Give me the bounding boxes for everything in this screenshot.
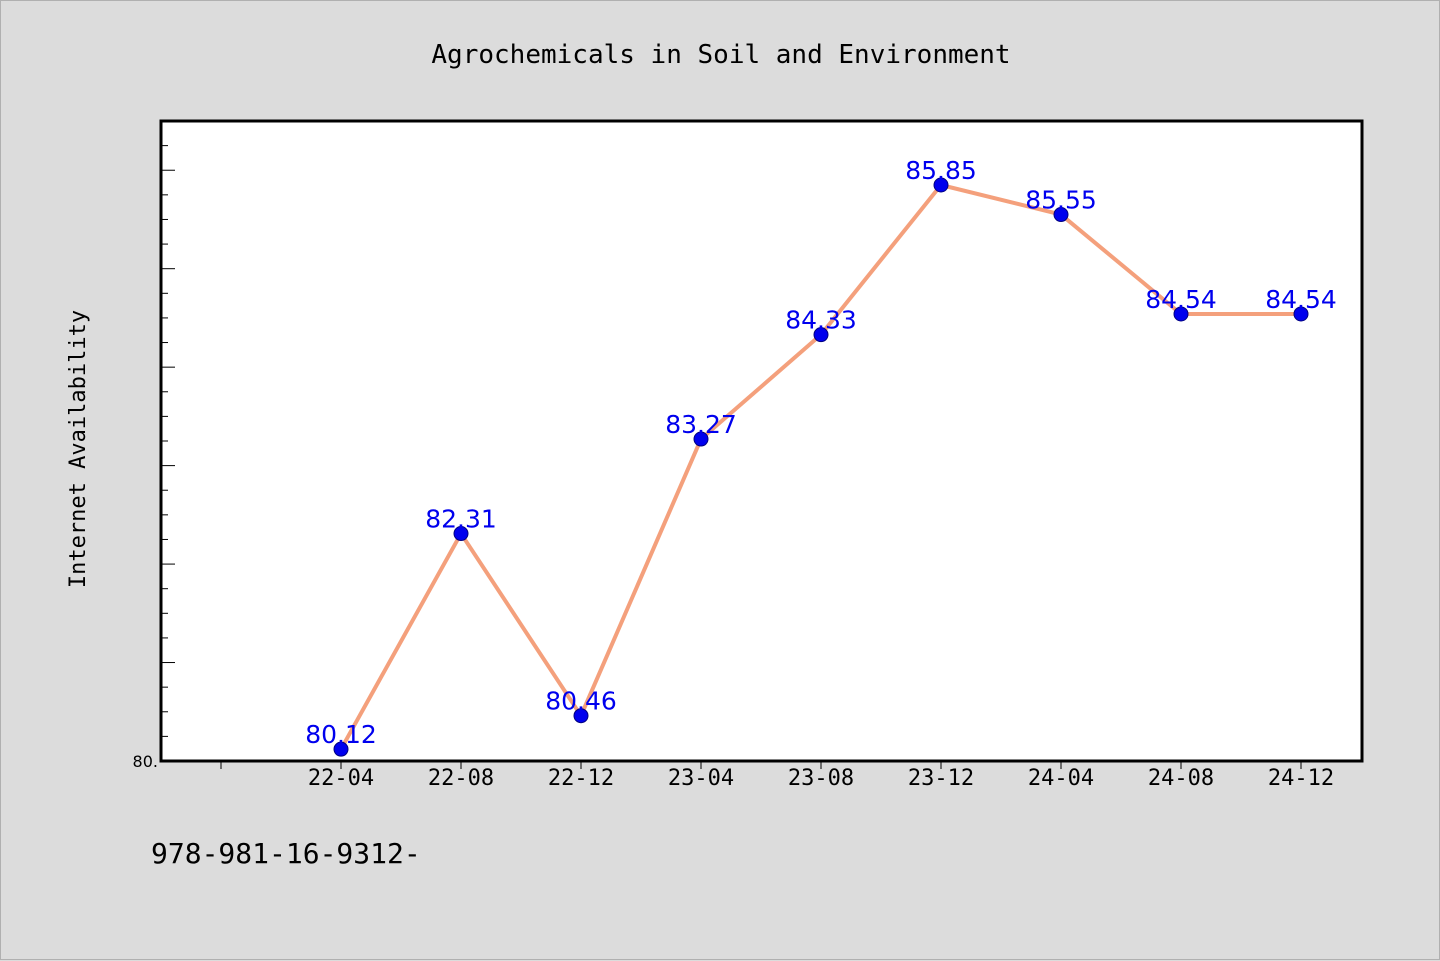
x-tick-label: 22-04 <box>308 766 374 791</box>
data-point-marker <box>333 741 349 757</box>
data-point-marker <box>813 327 829 343</box>
data-point-marker <box>693 431 709 447</box>
x-tick-label: 23-08 <box>788 766 854 791</box>
data-label: 84.54 <box>1265 285 1337 314</box>
data-point-marker <box>573 708 589 724</box>
x-tick-label: 24-08 <box>1148 766 1214 791</box>
data-point-marker <box>1293 306 1309 322</box>
data-point-marker <box>1173 306 1189 322</box>
data-label: 82.31 <box>425 505 497 534</box>
data-label: 83.27 <box>665 410 737 439</box>
data-label: 80.12 <box>305 720 377 749</box>
series-line-group: 80.12 82.31 80.46 83.27 84.33 85.85 85.55 84.54… <box>305 156 1337 757</box>
x-tick-label: 22-12 <box>548 766 614 791</box>
y-axis-label: Internet Availability <box>66 310 91 588</box>
data-label: 84.33 <box>785 306 857 335</box>
data-label: 84.54 <box>1145 285 1217 314</box>
footer-text: 978-981-16-9312- <box>151 837 421 870</box>
x-tick-label: 24-12 <box>1268 766 1334 791</box>
data-label: 85.55 <box>1025 186 1097 215</box>
data-label: 80.46 <box>545 687 617 716</box>
x-tick-label: 23-04 <box>668 766 734 791</box>
chart-title: Agrochemicals in Soil and Environment <box>431 40 1010 70</box>
data-label: 85.85 <box>905 156 977 185</box>
x-tick-label: 23-12 <box>908 766 974 791</box>
x-tick-label: 22-08 <box>428 766 494 791</box>
y-axis-ticks: 80. <box>133 120 175 771</box>
data-point-marker <box>933 177 949 193</box>
plot-area <box>159 119 1364 763</box>
x-tick-label: 24-04 <box>1028 766 1094 791</box>
x-axis-ticks: 22-04 22-08 22-12 23-04 23-08 23-12 24-04 24-08… <box>220 761 1334 791</box>
data-point-marker <box>1053 207 1069 223</box>
data-point-marker <box>453 526 469 542</box>
y-tick-label: 80. <box>133 752 158 771</box>
